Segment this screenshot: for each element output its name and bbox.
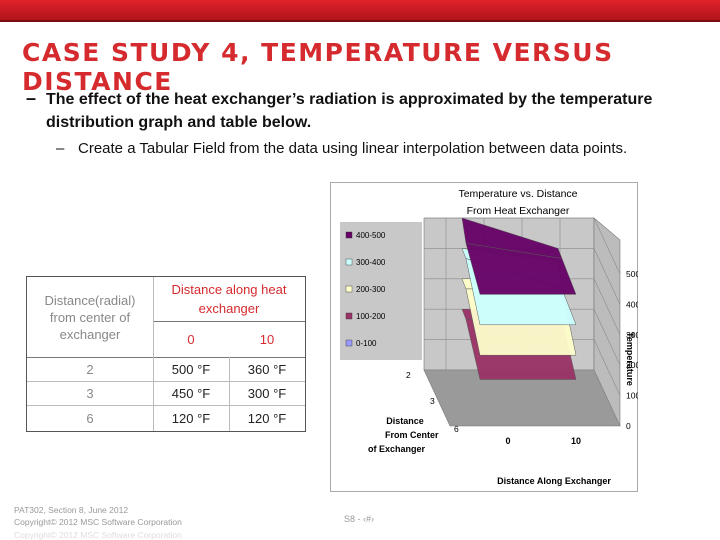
legend-swatch	[345, 312, 353, 320]
legend-swatch	[345, 258, 353, 266]
x-axis-label: Distance Along Exchanger	[497, 476, 611, 486]
table-row-radial: 3	[86, 385, 94, 401]
sub-bullet: – Create a Tabular Field from the data u…	[56, 138, 696, 160]
table-divider	[153, 277, 154, 431]
y-tick-label: 2	[406, 370, 411, 380]
legend-background	[340, 222, 422, 360]
table-divider	[153, 321, 305, 322]
legend-label: 400-500	[356, 231, 386, 240]
z-tick-label: 400	[626, 299, 638, 309]
top-banner-accent	[0, 20, 720, 22]
z-tick-label: 100	[626, 391, 638, 401]
y-axis-label-line: From Center	[385, 430, 439, 440]
y-axis-label-line: Distance	[386, 416, 424, 426]
table-cell: 500 °F	[171, 361, 211, 377]
footer: PAT302, Section 8, June 2012 Copyright© …	[14, 504, 182, 528]
footer-course: PAT302, Section 8, June 2012	[14, 505, 129, 515]
bullet-text: The effect of the heat exchanger’s radia…	[46, 91, 653, 131]
y-axis-label-line: of Exchanger	[368, 444, 426, 454]
x-tick-label: 0	[505, 436, 510, 446]
legend-label: 300-400	[356, 258, 386, 267]
gridline	[593, 309, 621, 366]
page-number: S8 - ‹#›	[344, 514, 375, 524]
chart-axis-ticks: 0 100 200 300 400 500 2 3 6 0 10	[406, 269, 638, 446]
temperature-table: Distance(radial) from center of exchange…	[26, 276, 306, 432]
gridline	[593, 217, 621, 275]
slide-title: CASE STUDY 4, TEMPERATURE VERSUS DISTANC…	[22, 38, 614, 96]
table-cell: 300 °F	[247, 385, 287, 401]
gridline	[593, 369, 621, 427]
table-cell: 450 °F	[171, 385, 211, 401]
table-divider	[27, 357, 305, 358]
legend-label: 100-200	[356, 312, 386, 321]
legend-swatch	[345, 285, 353, 293]
chart-title-line: From Heat Exchanger	[467, 205, 570, 217]
z-tick-label: 500	[626, 269, 638, 279]
z-tick-label: 0	[626, 421, 631, 431]
chart-legend: 400-500 300-400 200-300 100-200 0-100	[340, 222, 422, 360]
z-axis-label: Temperature	[625, 332, 635, 386]
legend-label: 200-300	[356, 285, 386, 294]
table-row-radial: 6	[86, 410, 94, 426]
table-divider	[229, 357, 230, 431]
surface-band	[465, 243, 577, 295]
main-bullet: – The effect of the heat exchanger’s rad…	[26, 88, 696, 134]
legend-swatch	[345, 339, 353, 347]
footer-copyright-ghost: Copyright© 2012 MSC Software Corporation	[14, 530, 182, 540]
footer-copyright: Copyright© 2012 MSC Software Corporation	[14, 517, 182, 527]
chart-title-line: Temperature vs. Distance	[458, 188, 577, 200]
y-tick-label: 6	[454, 424, 459, 434]
table-cell: 120 °F	[171, 410, 211, 426]
legend-swatch	[345, 231, 353, 239]
table-cell: 360 °F	[247, 361, 287, 377]
z-tick-label: 200	[626, 360, 638, 370]
table-header-radial: Distance(radial) from center of exchange…	[44, 292, 136, 342]
legend-label: 0-100	[356, 339, 377, 348]
table-cell: 120 °F	[247, 410, 287, 426]
chart-surface	[461, 217, 577, 380]
table-col-header: 10	[259, 331, 275, 347]
gridline	[593, 248, 621, 305]
sub-bullet-marker: –	[56, 140, 65, 157]
temperature-chart: Temperature vs. Distance From Heat Excha…	[340, 188, 638, 486]
bullet-marker: –	[26, 88, 37, 108]
table-row-radial: 2	[86, 361, 94, 377]
gridline	[593, 278, 621, 335]
table-divider	[27, 381, 305, 382]
table-col-header: 0	[187, 331, 195, 347]
z-tick-label: 300	[626, 330, 638, 340]
gridline	[593, 339, 621, 396]
sub-bullet-text: Create a Tabular Field from the data usi…	[78, 140, 628, 157]
y-tick-label: 3	[430, 396, 435, 406]
x-tick-label: 10	[571, 436, 581, 446]
top-banner	[0, 0, 720, 20]
table-divider	[27, 405, 305, 406]
table-header-along: Distance along heat exchanger	[171, 282, 287, 316]
